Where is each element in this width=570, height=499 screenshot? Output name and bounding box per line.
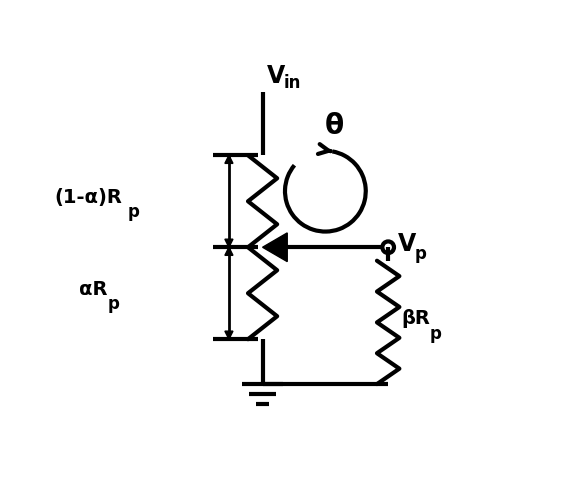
Text: θ: θ: [325, 112, 344, 140]
Polygon shape: [225, 155, 233, 163]
Polygon shape: [263, 233, 287, 261]
Text: V: V: [267, 64, 286, 88]
Text: p: p: [415, 245, 427, 263]
Text: V: V: [398, 232, 416, 255]
Polygon shape: [225, 331, 233, 339]
Polygon shape: [225, 239, 233, 248]
Text: p: p: [108, 295, 120, 313]
Text: βR: βR: [402, 309, 430, 328]
Text: αR: αR: [79, 280, 107, 299]
Polygon shape: [225, 248, 233, 255]
Text: (1-α)R: (1-α)R: [54, 188, 122, 207]
Text: p: p: [128, 204, 140, 222]
Text: p: p: [429, 325, 441, 343]
Text: in: in: [284, 73, 302, 92]
